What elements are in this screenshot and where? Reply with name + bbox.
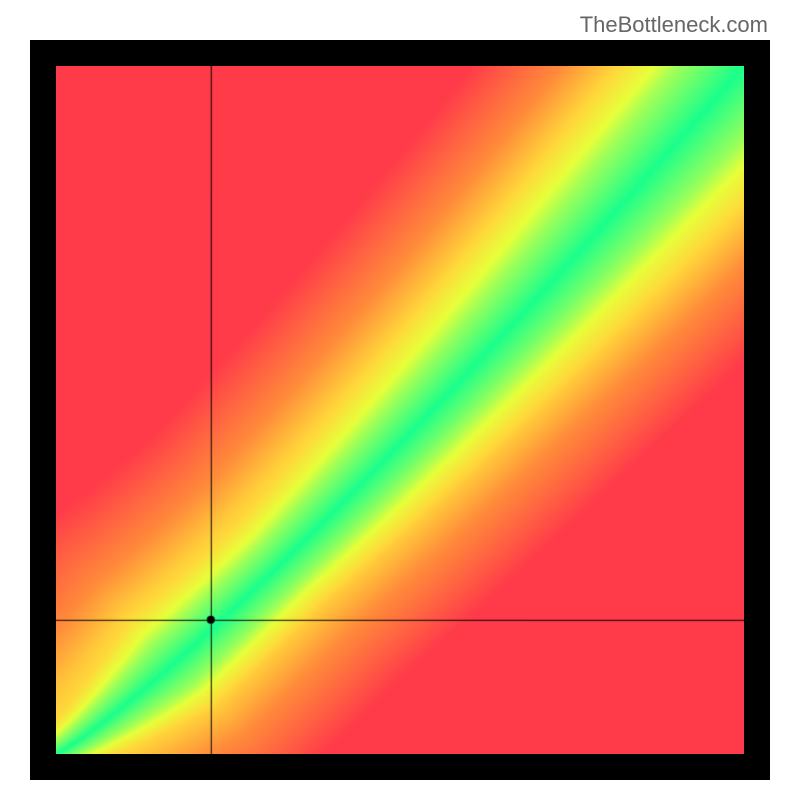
watermark-text: TheBottleneck.com [580,12,768,38]
heatmap-canvas [56,66,744,754]
heatmap-plot-area [56,66,744,754]
chart-outer-frame [30,40,770,780]
chart-container: TheBottleneck.com [0,0,800,800]
